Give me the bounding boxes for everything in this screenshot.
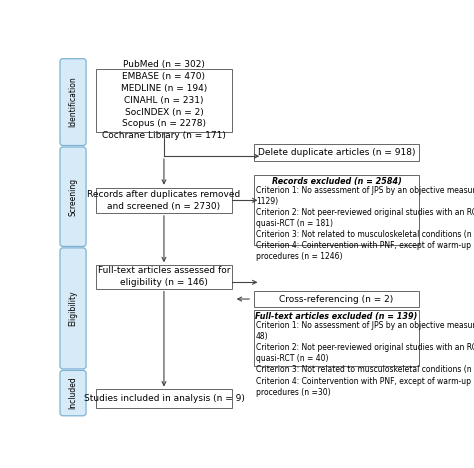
Text: Criterion 1: No assessment of JPS by an objective measure (n =
48)
Criterion 2: : Criterion 1: No assessment of JPS by an …	[256, 321, 474, 396]
Text: Cross-referencing (n = 2): Cross-referencing (n = 2)	[280, 294, 394, 304]
Bar	[254, 145, 419, 161]
Text: Identification: Identification	[69, 77, 78, 127]
Bar	[96, 265, 232, 289]
Text: Included: Included	[69, 377, 78, 410]
Text: Delete duplicate articles (n = 918): Delete duplicate articles (n = 918)	[258, 148, 415, 157]
Text: Full-text articles excluded (n = 139): Full-text articles excluded (n = 139)	[255, 312, 418, 321]
Text: Full-text articles assessed for
eligibility (n = 146): Full-text articles assessed for eligibil…	[98, 266, 230, 287]
Bar	[96, 69, 232, 132]
Text: Studies included in analysis (n = 9): Studies included in analysis (n = 9)	[83, 394, 245, 403]
Text: Screening: Screening	[69, 178, 78, 216]
Text: Records excluded (n = 2584): Records excluded (n = 2584)	[272, 177, 401, 186]
FancyBboxPatch shape	[60, 370, 86, 416]
Bar	[96, 389, 232, 408]
Text: Eligibility: Eligibility	[69, 291, 78, 326]
Bar	[254, 175, 419, 245]
Text: Criterion 1: No assessment of JPS by an objective measure (n =
1129)
Criterion 2: Criterion 1: No assessment of JPS by an …	[256, 186, 474, 262]
Bar	[254, 310, 419, 366]
Bar	[254, 292, 419, 307]
FancyBboxPatch shape	[60, 147, 86, 247]
Bar	[96, 188, 232, 213]
Text: PubMed (n = 302)
EMBASE (n = 470)
MEDLINE (n = 194)
CINAHL (n = 231)
SocINDEX (n: PubMed (n = 302) EMBASE (n = 470) MEDLIN…	[102, 60, 226, 140]
FancyBboxPatch shape	[60, 58, 86, 146]
FancyBboxPatch shape	[60, 248, 86, 369]
Text: Records after duplicates removed
and screened (n = 2730): Records after duplicates removed and scr…	[87, 190, 241, 211]
